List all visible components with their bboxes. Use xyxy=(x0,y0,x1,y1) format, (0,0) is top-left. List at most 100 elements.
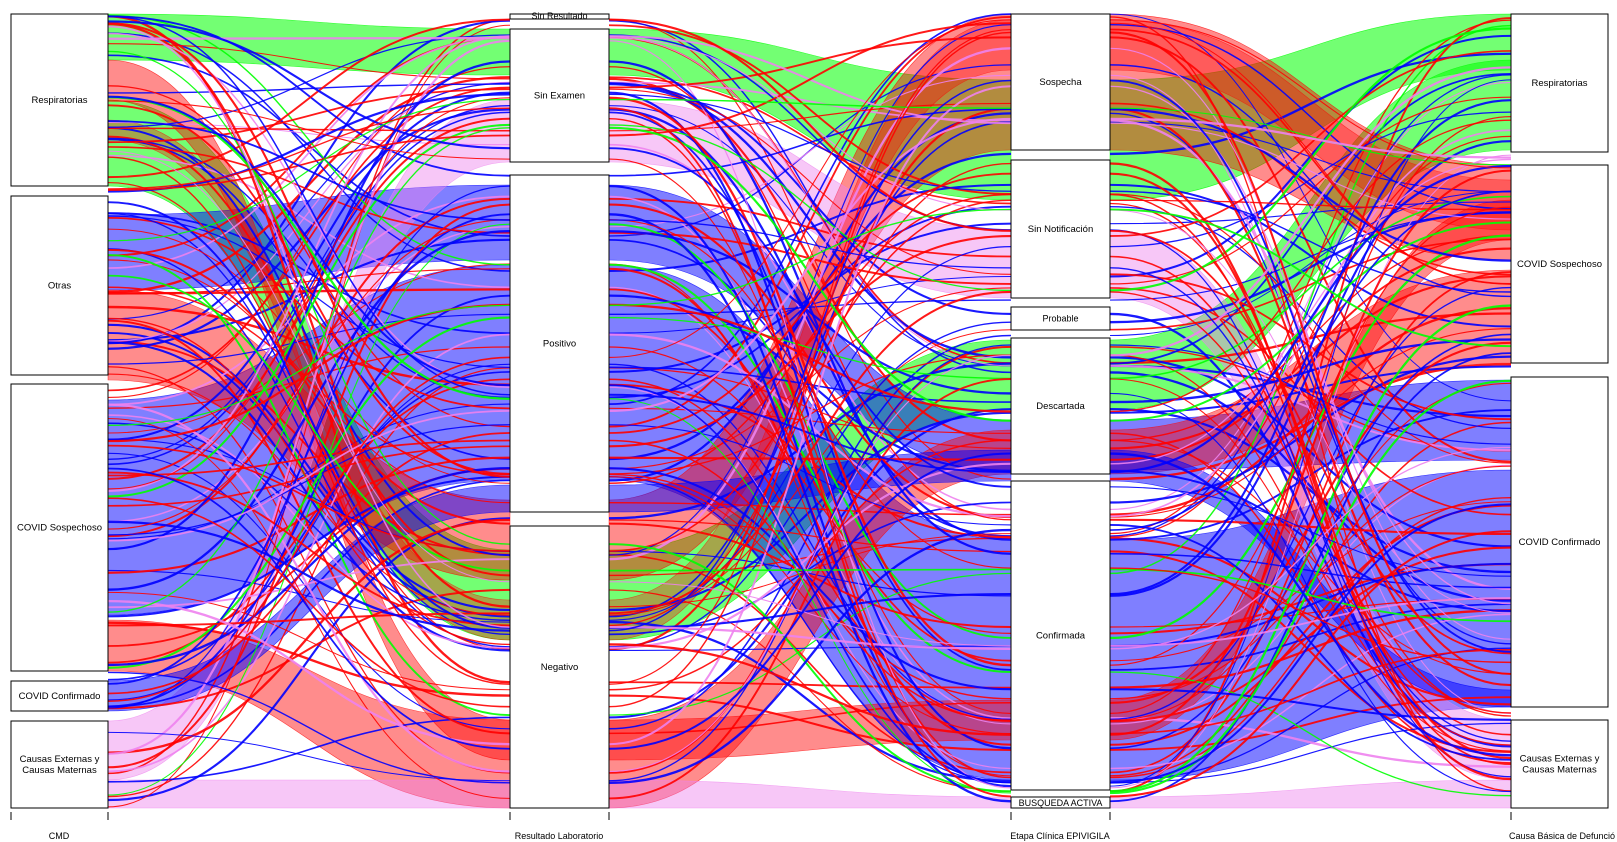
thin-flow-100 xyxy=(608,362,1012,520)
thin-flow-112 xyxy=(608,197,1012,258)
thin-flow-440 xyxy=(1109,567,1512,664)
thin-flow-375 xyxy=(107,18,511,179)
thin-flow-272 xyxy=(1109,79,1512,787)
thin-flow-392 xyxy=(1109,119,1512,413)
thin-flow-113 xyxy=(1109,255,1512,736)
thin-flow-366 xyxy=(107,439,511,477)
node-label-etapa-4: Confirmada xyxy=(1036,631,1086,642)
axis-label-etapa: Etapa Clínica EPIVIGILA xyxy=(1010,831,1110,841)
thin-flow-417 xyxy=(107,15,511,396)
thin-flow-312 xyxy=(107,230,511,591)
thin-flow-433 xyxy=(608,107,1012,798)
node-label-cmd-4-1: Causas Maternas xyxy=(22,765,97,776)
thin-flow-277 xyxy=(608,645,1012,652)
thin-flow-86 xyxy=(1109,371,1512,602)
thin-flow-263 xyxy=(1109,108,1512,262)
node-label-etapa-3: Descartada xyxy=(1036,401,1085,412)
node-etapa-2 xyxy=(1010,306,1111,331)
thin-flow-407 xyxy=(1109,190,1512,531)
thin-flow-280 xyxy=(608,519,1012,553)
ribbon-26 xyxy=(1109,779,1512,809)
thin-flow-286 xyxy=(608,522,1012,628)
thin-flow-245 xyxy=(1109,518,1512,536)
node-etapa-5 xyxy=(1010,796,1111,809)
thin-flow-153 xyxy=(107,403,511,540)
thin-flow-337 xyxy=(608,124,1012,292)
thin-flow-257 xyxy=(1109,107,1512,687)
thin-flow-376 xyxy=(608,18,1012,232)
thin-flow-386 xyxy=(1109,99,1512,596)
thin-flow-379 xyxy=(608,398,1012,794)
thin-flow-429 xyxy=(107,150,511,583)
thin-flow-125 xyxy=(1109,234,1512,441)
thin-flow-372 xyxy=(107,97,511,490)
thin-flow-368 xyxy=(1109,382,1512,721)
thin-flow-371 xyxy=(1109,648,1512,735)
thin-flow-189 xyxy=(107,569,511,623)
nodes-layer: Respiratorias Otras COVID Sospechoso COVID … xyxy=(10,11,1609,809)
thin-flow-405 xyxy=(107,671,511,784)
thin-flow-83 xyxy=(1109,81,1512,511)
thin-flow-450 xyxy=(107,304,511,426)
thin-flow-423 xyxy=(107,25,511,628)
thin-flow-246 xyxy=(107,294,511,708)
thin-flow-123 xyxy=(107,591,511,691)
thin-flow-435 xyxy=(107,467,511,750)
thin-flow-96 xyxy=(107,716,511,783)
node-lab-2 xyxy=(509,174,610,513)
axis-label-causa: Causa Básica de Defunció xyxy=(1509,831,1615,841)
thin-flow-448 xyxy=(608,19,1012,358)
thin-flow-215 xyxy=(1109,24,1512,575)
node-label-etapa-0: Sospecha xyxy=(1039,77,1082,88)
thin-flow-68 xyxy=(1109,363,1512,481)
thin-flow-228 xyxy=(107,558,511,609)
thin-flow-434 xyxy=(1109,530,1512,798)
thin-flow-251 xyxy=(1109,17,1512,793)
thin-flow-378 xyxy=(107,96,511,400)
thin-flow-128 xyxy=(1109,717,1512,768)
thin-flow-432 xyxy=(107,107,511,190)
thin-flow-416 xyxy=(1109,117,1512,159)
thin-flow-80 xyxy=(1109,64,1512,298)
thin-flow-285 xyxy=(107,248,511,525)
thin-flow-180 xyxy=(107,346,511,409)
thin-flow-403 xyxy=(608,172,1012,434)
thin-flow-208 xyxy=(608,24,1012,195)
thin-flow-140 xyxy=(1109,603,1512,671)
thin-flow-62 xyxy=(1109,696,1512,751)
thin-flow-410 xyxy=(1109,568,1512,623)
thin-flow-447 xyxy=(107,356,511,702)
thin-flow-398 xyxy=(1109,28,1512,285)
thin-flow-352 xyxy=(608,543,1012,793)
thin-flow-242 xyxy=(1109,129,1512,518)
thin-flow-114 xyxy=(107,154,511,289)
node-cmd-2 xyxy=(10,383,109,672)
thin-flow-329 xyxy=(1109,122,1512,220)
thin-flow-34 xyxy=(608,105,1012,367)
thin-flow-185 xyxy=(1109,238,1512,331)
thin-flow-360 xyxy=(107,612,511,627)
node-label-causa-2: COVID Confirmado xyxy=(1519,537,1601,548)
thin-flow-408 xyxy=(107,274,511,572)
thin-flow-401 xyxy=(1109,107,1512,166)
thin-flow-347 xyxy=(1109,162,1512,781)
thin-flow-304 xyxy=(608,234,1012,448)
thin-flow-412 xyxy=(608,158,1012,714)
thin-flow-271 xyxy=(608,185,1012,788)
thin-flow-330 xyxy=(107,403,511,773)
thin-flow-411 xyxy=(107,100,511,160)
thin-flow-244 xyxy=(608,66,1012,521)
thin-flow-204 xyxy=(107,23,511,608)
thin-flow-179 xyxy=(1109,355,1512,504)
thin-flow-441 xyxy=(107,497,511,708)
thin-flow-297 xyxy=(107,39,511,755)
thin-flow-120 xyxy=(107,452,511,730)
thin-flow-107 xyxy=(1109,135,1512,538)
thin-flow-380 xyxy=(1109,379,1512,795)
thin-flow-383 xyxy=(1109,221,1512,422)
thin-flow-449 xyxy=(1109,19,1512,169)
thin-flow-61 xyxy=(608,694,1012,751)
thin-flow-288 xyxy=(107,414,511,649)
node-label-lab-2: Positivo xyxy=(543,339,576,350)
thin-flow-176 xyxy=(1109,546,1512,723)
